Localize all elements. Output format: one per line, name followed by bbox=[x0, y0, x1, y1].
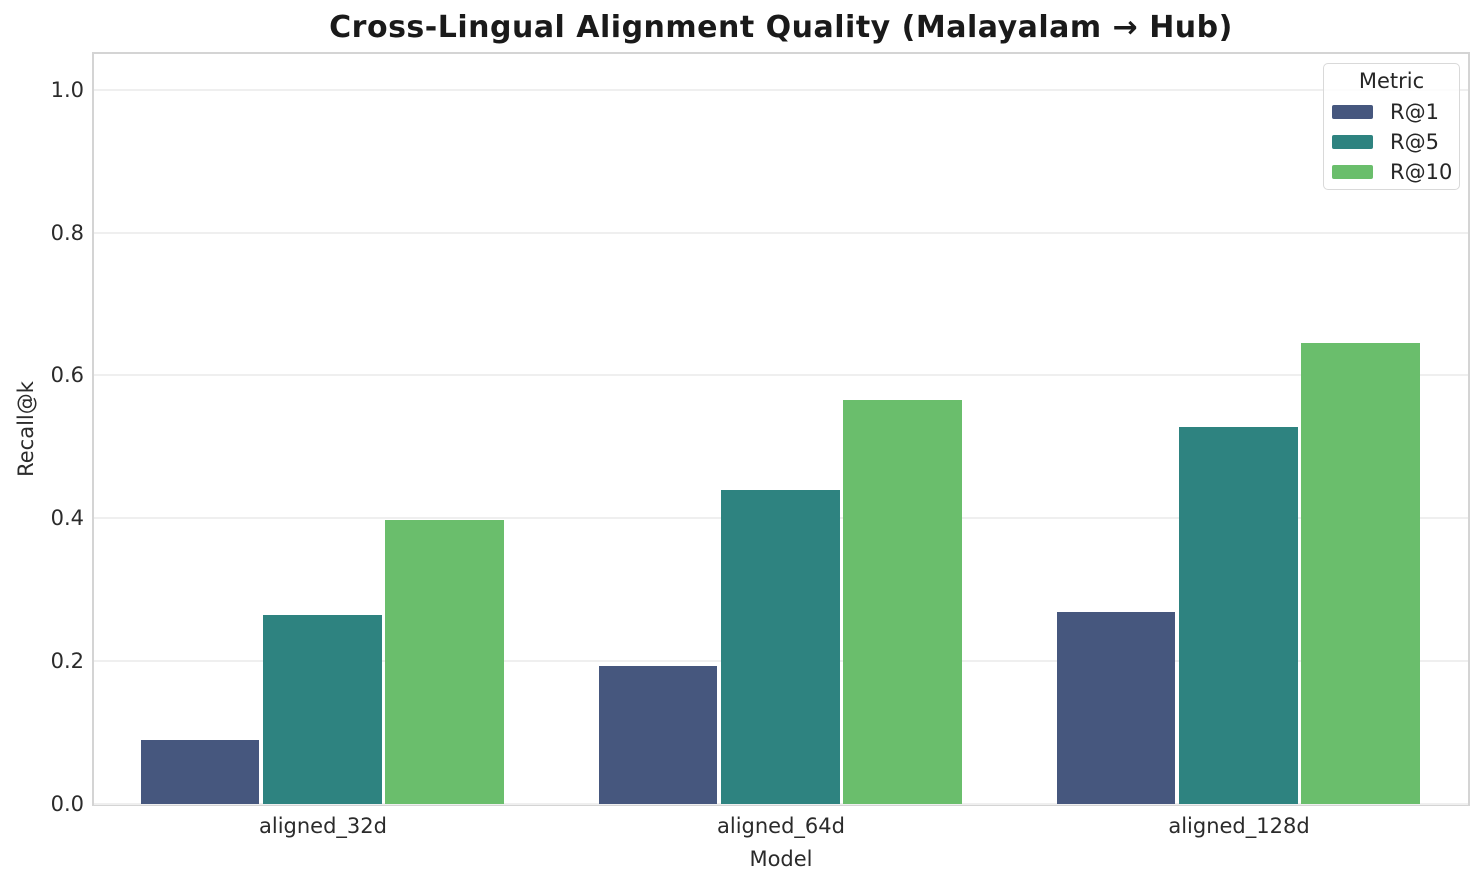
bar-aligned_32d-R@1 bbox=[140, 739, 260, 804]
gridline-y-0.8 bbox=[94, 231, 1468, 234]
gridline-y-0.0 bbox=[94, 803, 1468, 805]
legend-entry-R@10: R@10 bbox=[1332, 157, 1453, 187]
gridline-y-1.0 bbox=[94, 88, 1468, 91]
legend-entry-label: R@5 bbox=[1390, 130, 1439, 154]
legend: Metric R@1 R@5 R@10 bbox=[1323, 63, 1460, 190]
bar-aligned_64d-R@10 bbox=[843, 400, 962, 804]
legend-entries: R@1 R@5 R@10 bbox=[1332, 97, 1453, 187]
ytick-label: 0.0 bbox=[50, 792, 84, 816]
ytick-label: 1.0 bbox=[50, 77, 84, 102]
legend-title: Metric bbox=[1358, 69, 1425, 93]
ytick-label: 0.2 bbox=[50, 649, 84, 674]
legend-entry-label: R@1 bbox=[1390, 100, 1439, 124]
legend-entry-R@5: R@5 bbox=[1332, 127, 1451, 157]
ytick-label: 0.8 bbox=[50, 220, 84, 245]
bar-aligned_128d-R@10 bbox=[1301, 342, 1420, 804]
gridline-y-0.6 bbox=[94, 374, 1468, 377]
ytick-label: 0.4 bbox=[50, 506, 84, 531]
bar-aligned_128d-R@1 bbox=[1056, 611, 1176, 804]
x-axis-label: Model bbox=[749, 847, 813, 871]
y-axis-label: Recall@k bbox=[14, 381, 38, 477]
bar-aligned_32d-R@10 bbox=[385, 519, 504, 804]
legend-swatch-icon bbox=[1332, 165, 1373, 179]
xtick-label-aligned_64d: aligned_64d bbox=[717, 814, 845, 838]
bar-aligned_128d-R@5 bbox=[1178, 426, 1298, 804]
legend-swatch-icon bbox=[1332, 105, 1373, 119]
xtick-label-aligned_32d: aligned_32d bbox=[259, 814, 387, 838]
bar-aligned_32d-R@5 bbox=[262, 614, 382, 804]
xtick-label-aligned_128d: aligned_128d bbox=[1168, 814, 1310, 838]
ytick-label: 0.6 bbox=[50, 363, 84, 388]
legend-entry-R@1: R@1 bbox=[1332, 97, 1451, 127]
legend-swatch-icon bbox=[1332, 135, 1373, 149]
chart-title: Cross-Lingual Alignment Quality (Malayal… bbox=[329, 10, 1233, 45]
legend-entry-label: R@10 bbox=[1390, 160, 1453, 184]
plot-area bbox=[92, 52, 1470, 806]
bar-aligned_64d-R@1 bbox=[598, 666, 718, 804]
bar-aligned_64d-R@5 bbox=[720, 489, 840, 804]
